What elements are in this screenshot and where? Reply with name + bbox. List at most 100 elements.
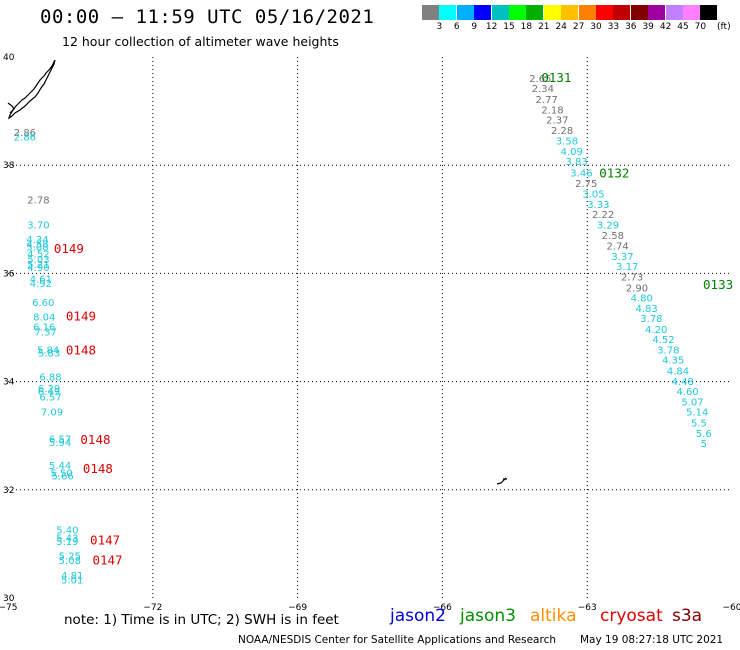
wave-height-value: 4.81 [61, 571, 83, 582]
track-time-label: 0131 [541, 70, 571, 85]
longitude-label: −63 [578, 603, 597, 613]
island-outline [496, 477, 507, 485]
track-time-label: 0132 [599, 166, 629, 181]
wave-height-value: 5.03 [27, 255, 49, 266]
wave-height-value: 6.88 [39, 373, 61, 384]
wave-height-value: 2.75 [575, 179, 597, 190]
coastline [7, 59, 507, 485]
legend-swatch [596, 5, 613, 20]
track-time-label: 0147 [92, 552, 122, 567]
satellite-jason3: jason3 [460, 606, 516, 626]
legend-tick-label: 30 [590, 22, 602, 32]
legend-swatch [439, 5, 457, 20]
wave-height-value: 5.08 [59, 556, 81, 567]
legend-tick-label: 18 [520, 22, 533, 32]
footer-timestamp: May 19 08:27:18 UTC 2021 [580, 634, 724, 646]
track-time-label: 0148 [66, 343, 96, 358]
longitude-label: −69 [288, 603, 307, 613]
track-time-label: 0147 [90, 532, 120, 547]
legend-swatch [613, 5, 631, 20]
wave-height-value: 4.20 [645, 325, 667, 336]
wave-height-value: 5.66 [51, 472, 73, 483]
wave-height-value: 4.58 [26, 239, 48, 250]
legend-tick-label: 42 [659, 22, 672, 32]
wave-height-value: 5.14 [686, 408, 708, 419]
wave-height-value: 3.29 [597, 220, 619, 231]
wave-height-value: 7.09 [41, 408, 63, 419]
wave-height-value: 5.94 [49, 438, 71, 449]
latitude-label: 36 [3, 269, 15, 279]
legend-tick-label: 24 [555, 22, 567, 32]
track-time-label: 0148 [83, 461, 113, 476]
wave-height-value: 5.50 [50, 468, 72, 479]
wave-height-value: 5.08 [26, 243, 48, 254]
wave-height-value: 6.29 [38, 384, 60, 395]
wave-height-value: 2.65 [529, 74, 551, 85]
wave-height-value: 3.17 [616, 262, 638, 273]
legend-swatch [630, 5, 648, 20]
wave-height-value: 3.70 [27, 220, 49, 231]
wave-height-value: 2.34 [532, 84, 554, 95]
wave-height-value: 3.33 [587, 200, 609, 211]
wave-height-value: 2.73 [621, 272, 643, 283]
longitude-label: −66 [433, 603, 452, 613]
wave-height-value: 5.43 [56, 534, 78, 545]
legend-swatch [422, 5, 439, 20]
latitude-label: 32 [3, 486, 14, 496]
wave-height-value: 5.5 [691, 419, 707, 430]
map-title: 00:00 – 11:59 UTC 05/16/2021 [40, 6, 375, 28]
wave-height-value: 5.07 [681, 397, 703, 408]
longitude-label: −60 [723, 603, 740, 613]
legend-swatch [683, 5, 700, 20]
legend-tick-label: 21 [538, 22, 550, 32]
wave-height-value: 3.78 [657, 345, 679, 356]
graticule-grid [8, 57, 732, 598]
wave-height-value: 3.58 [556, 137, 578, 148]
legend-tick-label: 15 [503, 22, 515, 32]
wave-height-value: 6.16 [33, 323, 55, 334]
legend-tick-label: 9 [471, 22, 478, 32]
wave-height-value: 5.21 [27, 260, 49, 271]
wave-height-value: 3.37 [611, 252, 633, 263]
wave-height-value: 5.19 [56, 537, 78, 548]
wave-height-value: 6.57 [49, 435, 71, 446]
legend-tick-label: 6 [453, 22, 460, 32]
wave-height-value: 5 [701, 439, 707, 450]
track-labels: 0131 0132 0133 0149 0149 0148 0148 0148 0147 0147 [54, 70, 733, 568]
wave-height-value: 3.05 [582, 190, 604, 201]
track-time-label: 0148 [80, 432, 110, 447]
wave-height-value: 4.83 [635, 304, 657, 315]
wave-height-value: 6.57 [39, 393, 61, 404]
legend-swatch [665, 5, 683, 20]
satellite-cryosat: cryosat [600, 606, 663, 626]
wave-height-value: 3.83 [565, 157, 587, 168]
satellite-altika: altika [530, 606, 577, 626]
legend-tick-label: 39 [642, 22, 654, 32]
wave-height-value: 2.28 [551, 126, 573, 137]
wave-height-value: 5.01 [61, 575, 83, 586]
legend-swatch [700, 5, 718, 20]
wave-height-value: 4.35 [662, 356, 684, 367]
footer-credit: NOAA/NESDIS Center for Satellite Applica… [238, 634, 556, 646]
wave-height-value: 4.61 [30, 275, 52, 286]
legend-swatch [543, 5, 561, 20]
wave-height-value: 2.90 [626, 283, 648, 294]
legend-unit: (ft) [717, 22, 731, 32]
satellite-jason2: jason2 [390, 606, 446, 626]
latitude-label: 34 [3, 378, 15, 388]
wave-height-value: 2.77 [536, 95, 558, 106]
wave-height-value: 4.09 [561, 147, 583, 158]
wave-height-value: 3.78 [640, 314, 662, 325]
legend-swatch [509, 5, 526, 20]
map-subtitle: 12 hour collection of altimeter wave hei… [62, 34, 339, 49]
legend-tick-label: 45 [677, 22, 689, 32]
wave-height-value: 4.90 [27, 263, 49, 274]
wave-height-value: 5.83 [38, 349, 60, 360]
legend-swatch [526, 5, 544, 20]
wave-height-value: 8.04 [33, 312, 55, 323]
longitude-label: −72 [143, 603, 162, 613]
wave-height-value: 5.40 [56, 526, 78, 537]
wave-height-value: 3.46 [570, 169, 592, 180]
legend-tick-label: 33 [607, 22, 620, 32]
